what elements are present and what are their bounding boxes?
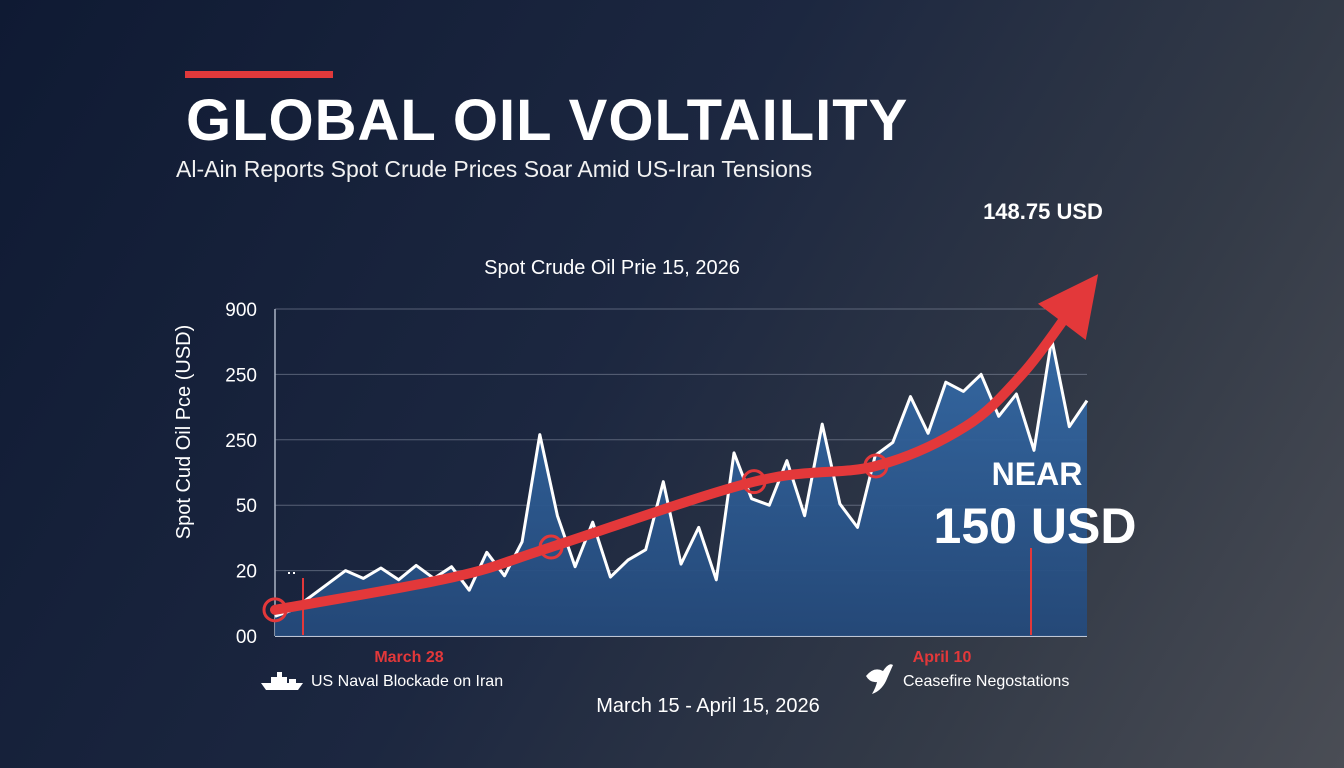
y-tick-label: 50 [236, 496, 257, 517]
ship-icon [261, 672, 303, 690]
trend-marker [741, 469, 767, 495]
event-date-april: April 10 [913, 649, 972, 666]
y-tick-label: 20 [236, 562, 257, 583]
y-tick-label: 250 [225, 365, 257, 386]
event-label-march: US Naval Blockade on Iran [311, 673, 503, 690]
page-subtitle: Al-Ain Reports Spot Crude Prices Soar Am… [176, 156, 813, 182]
price-line [274, 337, 1089, 618]
near-label: NEAR [992, 456, 1083, 492]
trend-marker [538, 534, 564, 560]
event-label-april: Ceasefire Negostations [903, 673, 1069, 690]
page-title: GLOBAL OIL VOLTAILITY [186, 88, 909, 153]
trend-arrow-line [270, 310, 1072, 615]
peak-price-callout: 148.75 USD [983, 199, 1103, 224]
trend-markers [262, 453, 889, 623]
y-tick-label: 900 [225, 300, 257, 321]
trend-marker [262, 597, 288, 623]
y-axis-label: Spot Cud Oil Pce (USD) [173, 325, 195, 540]
trend-arrow-head [1037, 274, 1099, 341]
chart-title: Spot Crude Oil Prie 15, 2026 [484, 257, 740, 279]
x-axis-date-range: March 15 - April 15, 2026 [596, 695, 819, 717]
y-tick-label: 00 [236, 627, 257, 648]
trend-marker [863, 453, 889, 479]
y-tick-label: 250 [225, 431, 257, 452]
price-area [275, 339, 1087, 636]
near-value: 150 USD [934, 498, 1137, 554]
y-axis-ticks: 00 20 50 250 250 900 [225, 300, 257, 648]
dove-icon [866, 664, 893, 694]
title-accent-bar [185, 71, 333, 78]
event-date-march: March 28 [374, 649, 443, 666]
